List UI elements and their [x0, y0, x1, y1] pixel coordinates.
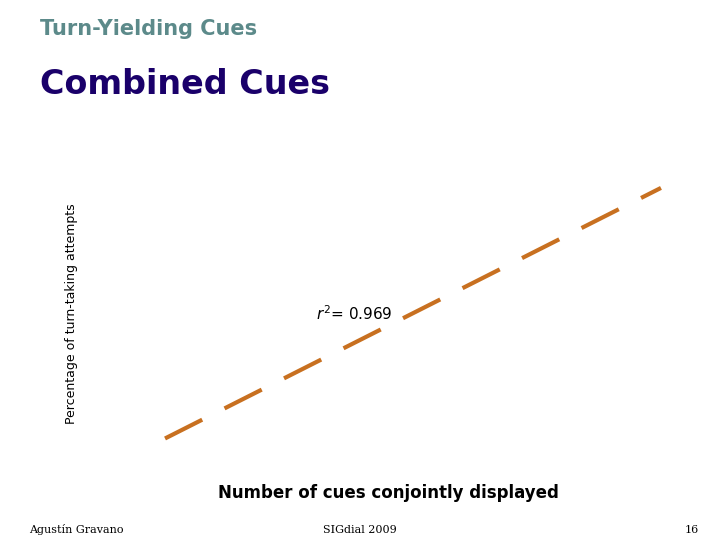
Y-axis label: Percentage of turn-taking attempts: Percentage of turn-taking attempts	[65, 203, 78, 423]
Text: Agustín Gravano: Agustín Gravano	[29, 524, 123, 535]
Text: SIGdial 2009: SIGdial 2009	[323, 524, 397, 535]
Text: Combined Cues: Combined Cues	[40, 68, 330, 100]
Text: 16: 16	[684, 524, 698, 535]
Text: Turn-Yielding Cues: Turn-Yielding Cues	[40, 19, 257, 39]
X-axis label: Number of cues conjointly displayed: Number of cues conjointly displayed	[218, 484, 559, 502]
Text: $r^2$= 0.969: $r^2$= 0.969	[316, 304, 393, 322]
